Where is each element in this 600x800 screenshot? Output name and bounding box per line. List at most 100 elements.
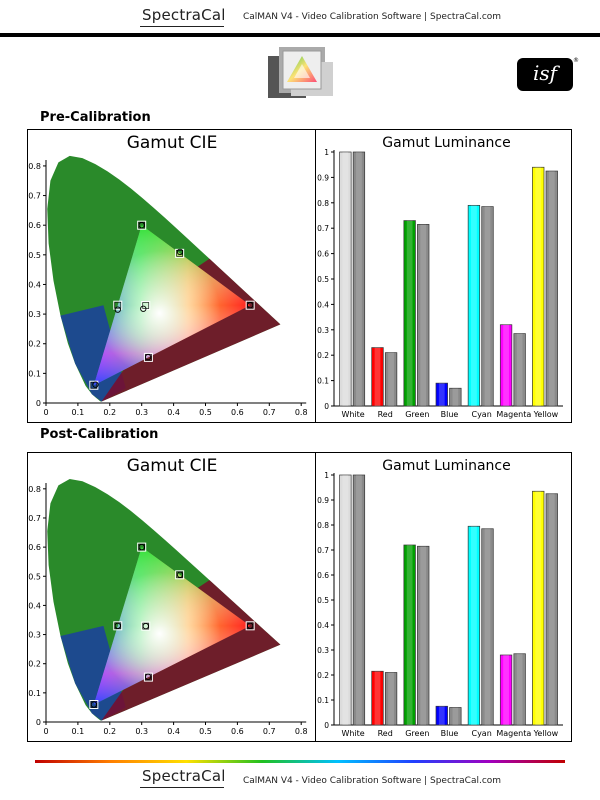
- cie-measured-point: [114, 622, 121, 629]
- luminance-measured-bar: [532, 490, 545, 726]
- cie-target-marker: [89, 700, 99, 710]
- luminance-measured-bar: [499, 324, 513, 407]
- luminance-target-bar: [449, 707, 462, 726]
- header-bar: SpectraCal CalMAN V4 - Video Calibration…: [0, 0, 600, 37]
- luminance-y-tick-label: 0.1: [317, 696, 329, 705]
- luminance-category-label: Blue: [441, 410, 459, 419]
- luminance-category-label: Cyan: [471, 729, 491, 738]
- cie-x-tick-label: 0: [43, 408, 48, 417]
- luminance-measured-bar: [339, 474, 352, 726]
- pre-calibration-title: Pre-Calibration: [40, 110, 151, 125]
- luminance-target-bar: [545, 493, 558, 726]
- cie-y-tick-label: 0.7: [28, 192, 41, 201]
- luminance-y-tick-label: 0.8: [317, 521, 329, 530]
- luminance-target-bar: [384, 352, 398, 407]
- luminance-y-tick-label: 0.4: [317, 621, 329, 630]
- luminance-bar-highlight: [406, 545, 413, 725]
- luminance-y-tick-label: 0.9: [317, 173, 329, 182]
- luminance-category-label: Cyan: [471, 410, 491, 419]
- cie-measured-point: [247, 302, 254, 309]
- cie-y-tick-label: 0.5: [28, 572, 41, 581]
- luminance-bar-highlight: [535, 491, 542, 725]
- cie-y-tick-label: 0.1: [28, 369, 41, 378]
- cie-whitepoint-glow: [93, 225, 251, 386]
- cie-y-tick-label: 0: [36, 718, 41, 727]
- cie-x-tick-label: 0.5: [199, 408, 212, 417]
- luminance-bar-highlight: [535, 167, 542, 406]
- spectracal-logo: SpectraCal: [142, 6, 226, 24]
- luminance-target-bar: [513, 653, 526, 726]
- luminance-y-tick-label: 0.6: [317, 571, 329, 580]
- post-cie-chart: Gamut CIE 0 0.1 0.2 0.3 0.4 0.5 0.6 0.7 0.8 0 0.1 0.…: [28, 456, 308, 736]
- cie-target-marker: [175, 570, 185, 580]
- pre-cie-panel: Gamut CIE 0 0.1 0.2 0.3 0.4 0.5 0.6 0.7 0.8 0 0.1 0.…: [27, 129, 317, 423]
- luminance-target-highlight: [484, 206, 491, 406]
- luminance-y-tick-label: 0: [324, 402, 329, 411]
- cie-measured-point: [114, 306, 121, 313]
- luminance-measured-bar: [403, 544, 416, 726]
- footer-tagline: CalMAN V4 - Video Calibration Software |…: [243, 776, 502, 786]
- pre-luminance-panel: Gamut Luminance 0 0.1 0.2 0.3 0.4 0.5 0.6 0.7 0.8…: [315, 129, 572, 423]
- luminance-bar-highlight: [342, 152, 349, 406]
- luminance-category-label: Green: [405, 729, 429, 738]
- cie-y-tick-label: 0.8: [28, 162, 41, 171]
- luminance-bar-highlight: [374, 671, 381, 725]
- cie-measured-point: [144, 673, 152, 680]
- cie-x-tick-label: 0.1: [72, 727, 85, 736]
- footer-spectracal-logo: SpectraCal: [142, 767, 226, 785]
- cie-measured-point: [90, 701, 97, 708]
- cie-blue-zone: [60, 625, 126, 721]
- cie-x-tick-label: 0.5: [199, 727, 212, 736]
- cie-x-tick-label: 0.2: [103, 408, 116, 417]
- cie-x-tick-label: 0.8: [295, 408, 308, 417]
- cie-y-tick-label: 0.6: [28, 221, 41, 230]
- cie-target-marker: [143, 352, 153, 362]
- cie-measured-point: [92, 381, 99, 388]
- luminance-measured-bar: [371, 670, 384, 726]
- luminance-target-bar: [513, 333, 526, 407]
- luminance-target-highlight: [420, 224, 427, 406]
- luminance-target-highlight: [484, 528, 491, 725]
- luminance-target-highlight: [452, 707, 459, 725]
- cie-y-tick-label: 0.5: [28, 251, 41, 260]
- luminance-measured-bar: [339, 151, 352, 407]
- luminance-y-tick-label: 0.5: [317, 275, 329, 284]
- cie-y-tick-label: 0.2: [28, 340, 41, 349]
- cie-x-tick-label: 0.8: [295, 727, 308, 736]
- cie-y-tick-label: 0.3: [28, 310, 41, 319]
- luminance-y-tick-label: 0.2: [317, 351, 329, 360]
- cie-x-tick-label: 0.7: [263, 408, 276, 417]
- post-cie-panel: Gamut CIE 0 0.1 0.2 0.3 0.4 0.5 0.6 0.7 0.8 0 0.1 0.…: [27, 452, 317, 742]
- luminance-category-label: Red: [378, 410, 393, 419]
- rainbow-divider: [35, 760, 565, 763]
- luminance-measured-bar: [403, 220, 416, 407]
- luminance-bar-highlight: [342, 475, 349, 725]
- cie-measured-point: [138, 222, 145, 229]
- luminance-bar-highlight: [438, 383, 445, 406]
- post-luminance-chart: Gamut Luminance 0 0.1 0.2 0.3 0.4 0.5 0.6 0.7 0.8…: [317, 458, 563, 738]
- luminance-y-tick-label: 0.1: [317, 377, 329, 386]
- luminance-measured-bar: [435, 382, 448, 407]
- luminance-measured-bar: [532, 166, 545, 407]
- cie-y-tick-label: 0.4: [28, 601, 41, 610]
- luminance-bar-highlight: [438, 706, 445, 725]
- luminance-target-highlight: [516, 653, 523, 725]
- luminance-target-bar: [352, 474, 366, 726]
- luminance-title: Gamut Luminance: [382, 458, 510, 474]
- cie-target-marker: [245, 621, 255, 631]
- cie-blue-zone: [60, 305, 126, 402]
- luminance-category-label: Red: [378, 729, 393, 738]
- cie-measured-point: [176, 571, 184, 578]
- luminance-y-tick-label: 0.3: [317, 326, 329, 335]
- luminance-target-highlight: [452, 388, 459, 406]
- luminance-target-bar: [481, 206, 494, 407]
- pre-luminance-chart: Gamut Luminance 0 0.1 0.2 0.3 0.4 0.5 0.6 0.7 0.8…: [317, 135, 563, 419]
- cie-measured-point: [176, 248, 184, 256]
- luminance-title: Gamut Luminance: [382, 135, 510, 151]
- cie-x-tick-label: 0.4: [167, 408, 180, 417]
- luminance-target-bar: [417, 224, 430, 407]
- cie-target-marker: [143, 672, 153, 682]
- post-luminance-panel: Gamut Luminance 0 0.1 0.2 0.3 0.4 0.5 0.6 0.7 0.8…: [315, 452, 572, 742]
- luminance-category-label: Magenta: [496, 410, 531, 419]
- cie-x-tick-label: 0.3: [135, 727, 148, 736]
